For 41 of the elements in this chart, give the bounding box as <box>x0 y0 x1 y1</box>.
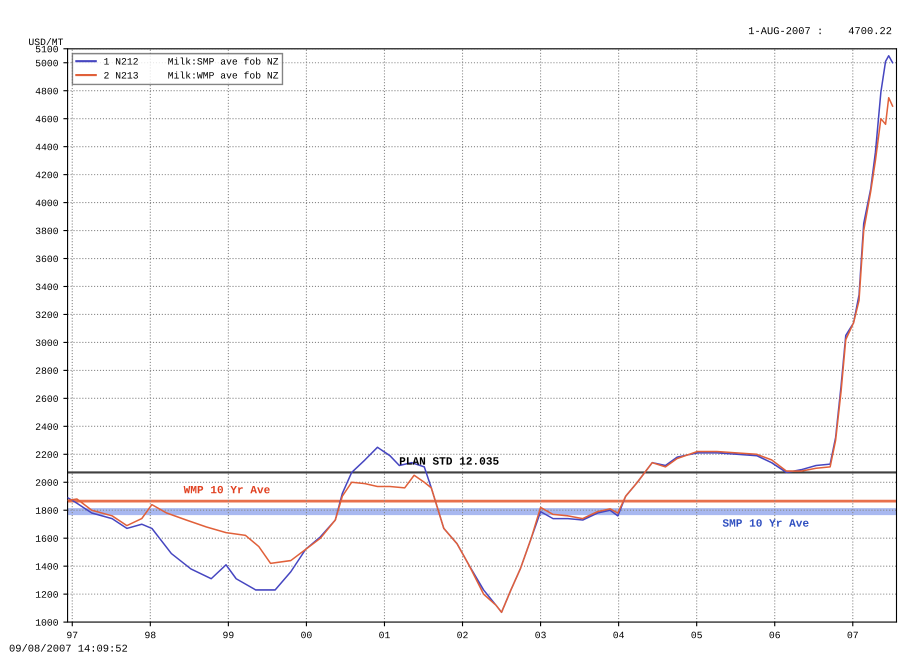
ref-line-label: PLAN STD 12.035 <box>400 457 499 465</box>
y-tick-label: 3200 <box>36 311 58 318</box>
y-tick-label: 1800 <box>36 507 58 514</box>
y-tick-label: 4000 <box>36 200 58 206</box>
y-tick-label: 2800 <box>36 367 58 374</box>
y-tick-label: 3400 <box>36 284 58 290</box>
ref-line-label: WMP 10 Yr Ave <box>184 486 270 494</box>
x-tick-label: 06 <box>769 632 780 638</box>
y-tick-label: 1400 <box>36 563 58 570</box>
y-tick-label: 5100 <box>36 46 58 52</box>
y-tick-label: 4200 <box>36 172 58 178</box>
x-tick-label: 98 <box>145 632 156 638</box>
y-tick-label: 3000 <box>36 339 58 346</box>
y-tick-label: 2400 <box>36 423 58 430</box>
x-tick-label: 03 <box>535 632 546 638</box>
y-tick-label: 3800 <box>36 228 58 234</box>
y-tick-label: 5000 <box>36 60 58 66</box>
y-axis-title: USD/MT <box>29 38 64 46</box>
x-tick-label: 99 <box>223 632 234 638</box>
text: 1-AUG-2007 : 4700.22 <box>748 27 892 34</box>
y-tick-label: 1600 <box>36 535 58 542</box>
legend-label: 1 N212 Milk:SMP ave fob NZ <box>104 58 278 65</box>
x-tick-label: 00 <box>301 632 312 638</box>
x-tick-label: 05 <box>691 632 702 638</box>
x-tick-label: 07 <box>848 632 858 638</box>
x-tick-label: 04 <box>613 632 624 638</box>
y-tick-label: 2600 <box>36 395 58 402</box>
x-tick-label: 01 <box>379 632 390 638</box>
legend-label: 2 N213 Milk:WMP ave fob NZ <box>104 71 278 79</box>
text: 09/08/2007 14:09:52 <box>10 644 128 652</box>
y-tick-label: 4600 <box>36 116 58 122</box>
y-tick-label: 2000 <box>36 479 58 486</box>
x-tick-label: 97 <box>67 632 78 638</box>
ref-line-label: SMP 10 Yr Ave <box>722 519 809 527</box>
y-tick-label: 2200 <box>36 451 58 458</box>
y-tick-label: 1200 <box>36 591 58 598</box>
y-tick-label: 4400 <box>36 144 58 150</box>
y-tick-label: 3600 <box>36 256 58 262</box>
y-tick-label: 1000 <box>36 619 58 626</box>
x-tick-label: 02 <box>457 632 468 638</box>
y-tick-label: 4800 <box>36 88 58 94</box>
